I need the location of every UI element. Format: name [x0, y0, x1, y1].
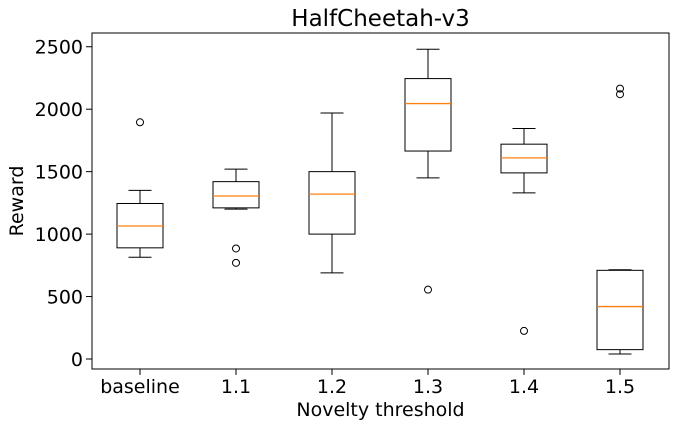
x-axis: baseline 1.1 1.2 1.3 1.4 1.5	[100, 369, 635, 398]
outlier-point	[424, 285, 432, 294]
y-tick-label: 1500	[35, 162, 83, 184]
outlier-point	[520, 326, 528, 335]
chart-title: HalfCheetah-v3	[291, 6, 469, 32]
outlier-point	[616, 84, 624, 93]
y-tick-label: 2000	[35, 99, 83, 121]
box-1.2	[308, 112, 356, 274]
box-1.3	[404, 48, 452, 294]
x-tick-label: 1.3	[413, 376, 443, 398]
x-tick-label: 1.2	[317, 376, 347, 398]
x-tick-label: 1.1	[221, 376, 251, 398]
y-axis-label: Reward	[6, 166, 28, 237]
iqr-box	[596, 269, 644, 351]
outlier-point	[136, 118, 144, 127]
iqr-box	[404, 78, 452, 152]
box-baseline	[116, 118, 164, 258]
outlier-point	[232, 244, 240, 253]
x-axis-label: Novelty threshold	[296, 399, 464, 421]
box-1.5	[596, 84, 644, 355]
x-tick-label: baseline	[100, 376, 180, 398]
y-tick-label: 500	[47, 287, 83, 309]
box-1.1	[212, 168, 260, 267]
y-tick-label: 1000	[35, 224, 83, 246]
plot-area-frame	[91, 32, 670, 370]
y-tick-label: 0	[71, 349, 83, 371]
iqr-box	[308, 171, 356, 235]
outlier-point	[232, 258, 240, 267]
y-tick-label: 2500	[35, 37, 83, 59]
y-axis: 0 500 1000 1500 2000 2500	[35, 37, 92, 371]
outlier-point	[616, 90, 624, 99]
x-tick-label: 1.5	[605, 376, 635, 398]
x-tick-label: 1.4	[509, 376, 539, 398]
boxes-group	[116, 48, 644, 355]
iqr-box	[212, 181, 260, 209]
box-1.4	[500, 128, 548, 335]
